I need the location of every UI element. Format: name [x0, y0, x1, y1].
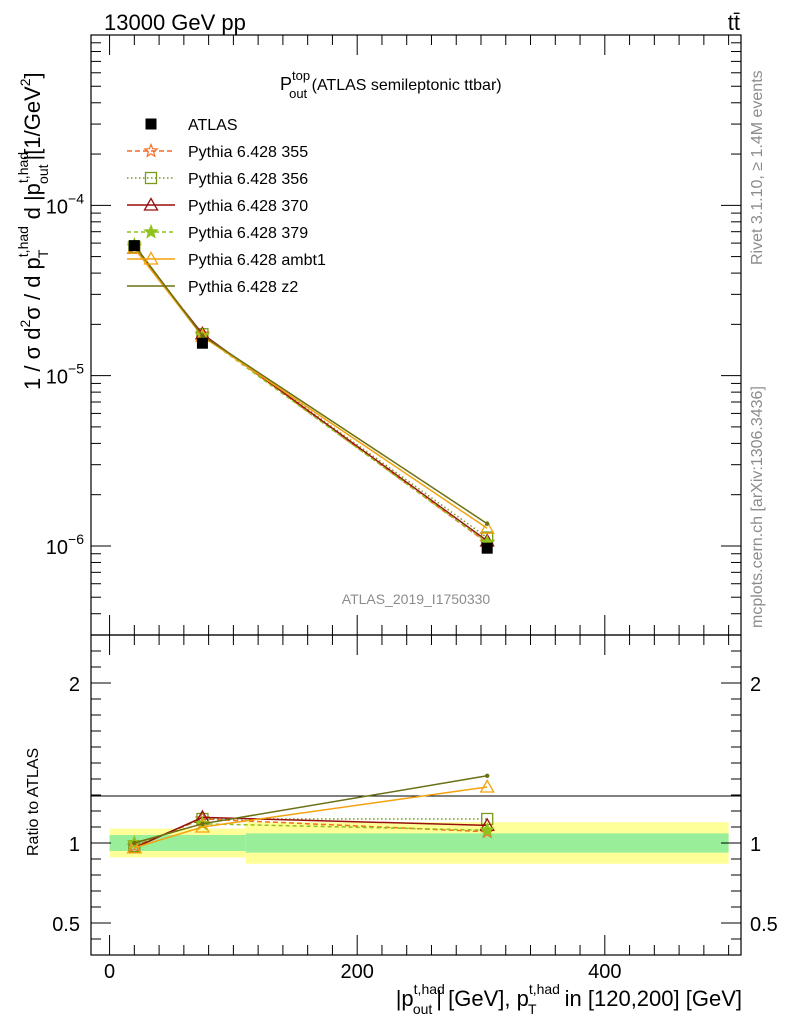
legend-label: ATLAS: [188, 117, 238, 134]
ylabel-p5: ]: [20, 72, 45, 78]
ylabel-p3: d |p: [20, 183, 45, 225]
xlabel-s2: t,had: [529, 981, 560, 997]
series-point: [200, 333, 205, 338]
ratio-band-stat: [109, 835, 246, 851]
atlas-data-point: [128, 240, 140, 252]
legend-marker: [143, 197, 159, 211]
series-3: [126, 236, 495, 549]
watermark: ATLAS_2019_I1750330: [342, 591, 491, 607]
series-1: [128, 240, 494, 544]
legend-entry-0: Pythia 6.428 355: [127, 142, 308, 161]
atlas-data-point: [481, 542, 493, 554]
ratio-series-point: [194, 819, 211, 833]
ylabel-s1: 2: [17, 320, 33, 328]
title-rest: (ATLAS semileptonic ttbar): [307, 77, 501, 94]
legend-marker: [145, 118, 157, 130]
ratio-series-point: [479, 779, 495, 793]
ratio-xtick-label: 0: [104, 961, 115, 983]
ratio-panel: 0.5 0.51 12 20 200 400 Ratio to ATLAS |pt,had…: [25, 634, 778, 1017]
legend-entry-3: Pythia 6.428 379: [127, 223, 308, 242]
legend-entry-4: Pythia 6.428 ambt1: [127, 251, 326, 269]
title-sub: out: [289, 86, 307, 101]
legend-entry-5: Pythia 6.428 z2: [127, 279, 298, 296]
ratio-series-point: [484, 773, 490, 778]
main-ytick-label: 10−6: [46, 531, 84, 559]
legend-label: Pythia 6.428 370: [188, 198, 308, 215]
atlas-data-point: [196, 337, 208, 349]
ratio-bands: [109, 822, 729, 864]
ratio-xtick-label: 200: [341, 961, 374, 983]
legend-label: Pythia 6.428 355: [188, 144, 308, 161]
series-point: [484, 521, 490, 526]
legend-marker: [143, 142, 159, 158]
ylabel-p2: σ / d p: [20, 257, 45, 320]
xlabel-p2: | [GeV], p: [436, 986, 529, 1011]
plot-title: Ptop out (ATLAS semileptonic ttbar): [280, 68, 502, 101]
title-base: P: [280, 74, 292, 94]
main-ylabel: 1 / σ d2σ / d pt,had T d |pt,had out|[1/Ge…: [15, 72, 51, 390]
main-panel: 10−6 10−5 10−4 Ptop out (ATLAS semileptonic…: [15, 34, 742, 636]
header-left: 13000 GeV pp: [104, 10, 246, 35]
xlabel-p1: |p: [396, 986, 414, 1011]
legend-marker: [143, 223, 159, 239]
ratio-series-point: [126, 839, 142, 854]
ratio-band-stat: [245, 833, 729, 853]
ratio-series-5: [132, 773, 490, 846]
ratio-ytick-label-right: 1: [750, 834, 761, 856]
ratio-ytick-label: 1: [69, 834, 80, 856]
main-ticks: 10−6 10−5 10−4: [46, 34, 741, 636]
ratio-xlabel: |pt,had out | [GeV], pt,had T in [120,200] …: [396, 981, 742, 1017]
ratio-ytick-label-right: 2: [750, 674, 761, 696]
ratio-series-point: [479, 822, 495, 837]
mcplots-label: mcplots.cern.ch [arXiv:1306.3436]: [749, 386, 766, 628]
ratio-series-line: [134, 786, 488, 849]
ylabel-s4: 2: [17, 78, 33, 86]
xlabel-s1: t,had: [414, 981, 445, 997]
ratio-ytick-label: 0.5: [52, 914, 80, 936]
legend-entry-2: Pythia 6.428 370: [127, 197, 308, 215]
legend-label: Pythia 6.428 z2: [188, 279, 298, 296]
main-ytick-label: 10−4: [46, 190, 84, 218]
ratio-series-point: [132, 840, 137, 846]
ylabel-b2: T: [35, 249, 51, 258]
series-point: [479, 520, 495, 534]
ratio-frame: [90, 634, 742, 956]
xlabel-b1: out: [413, 1001, 433, 1017]
ratio-ytick-label: 2: [69, 674, 80, 696]
rivet-label: Rivet 3.1.10, ≥ 1.4M events: [749, 70, 766, 265]
ylabel-p1: 1 / σ d: [20, 328, 45, 391]
legend-marker: [143, 251, 159, 265]
ratio-ytick-label-right: 0.5: [750, 914, 778, 936]
legend-entry-1: Pythia 6.428 356: [127, 171, 308, 188]
ylabel-p4: |[1/GeV: [20, 86, 45, 161]
ratio-series: [126, 773, 495, 854]
title-sup: top: [292, 68, 310, 83]
series-2: [126, 240, 495, 547]
ratio-series-4: [126, 779, 495, 854]
legend-marker: [144, 171, 158, 185]
ratio-xtick-label: 400: [588, 961, 621, 983]
legend-entry-atlas: ATLAS: [145, 117, 238, 134]
atlas-data: [128, 240, 493, 554]
legend: ATLAS Pythia 6.428 355 Pythia 6.428 356 Pyt…: [127, 117, 326, 296]
xlabel-b2: T: [528, 1001, 537, 1017]
main-series: [126, 236, 495, 554]
legend-label: Pythia 6.428 379: [188, 225, 308, 242]
legend-label: Pythia 6.428 356: [188, 171, 308, 188]
main-ytick-label: 10−5: [46, 361, 84, 389]
series-4: [126, 240, 495, 534]
legend-label: Pythia 6.428 ambt1: [188, 252, 326, 269]
ratio-ylabel: Ratio to ATLAS: [25, 748, 42, 856]
ylabel-s2: t,had: [15, 226, 31, 257]
ylabel-b3: out: [35, 164, 51, 184]
header-right: tt̄: [728, 10, 740, 35]
xlabel-p3: in [120,200] [GeV]: [559, 986, 742, 1011]
ratio-ticks: 0.5 0.5 1 1 2 2 0 200 400: [52, 635, 778, 983]
ratio-series-point: [200, 821, 205, 826]
series-5: [132, 242, 490, 526]
ylabel-s3: t,had: [15, 152, 31, 183]
